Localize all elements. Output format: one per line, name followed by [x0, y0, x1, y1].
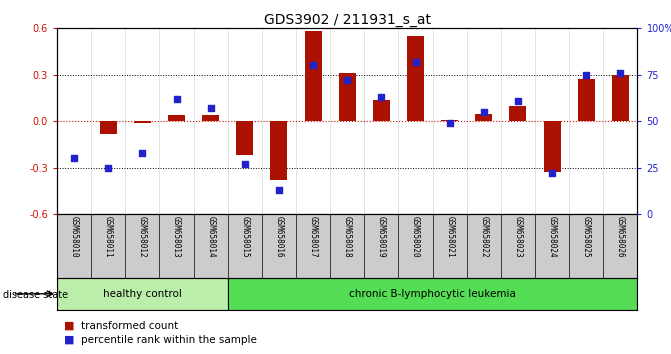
Bar	[202, 115, 219, 121]
Text: ■: ■	[64, 335, 74, 345]
Bar	[305, 32, 321, 121]
Point	[171, 96, 182, 102]
Bar	[612, 75, 629, 121]
Bar	[475, 114, 493, 121]
Point	[547, 171, 558, 176]
Text: GSM658013: GSM658013	[172, 216, 181, 258]
Point	[308, 63, 319, 68]
Text: GSM658020: GSM658020	[411, 216, 420, 258]
Text: ■: ■	[64, 321, 74, 331]
Text: GSM658015: GSM658015	[240, 216, 250, 258]
Point	[513, 98, 523, 104]
Bar	[100, 121, 117, 133]
Bar	[236, 121, 254, 155]
Text: GSM658022: GSM658022	[479, 216, 488, 258]
Text: GSM658017: GSM658017	[309, 216, 317, 258]
Text: GSM658025: GSM658025	[582, 216, 590, 258]
Point	[410, 59, 421, 65]
Bar	[441, 120, 458, 121]
Text: GSM658021: GSM658021	[445, 216, 454, 258]
Point	[240, 161, 250, 167]
Point	[615, 70, 626, 76]
Text: GSM658018: GSM658018	[343, 216, 352, 258]
Bar	[339, 73, 356, 121]
Point	[342, 78, 353, 83]
Text: disease state: disease state	[3, 290, 68, 299]
Text: GSM658010: GSM658010	[70, 216, 79, 258]
Title: GDS3902 / 211931_s_at: GDS3902 / 211931_s_at	[264, 13, 431, 27]
Point	[137, 150, 148, 156]
Bar	[270, 121, 287, 180]
Text: percentile rank within the sample: percentile rank within the sample	[81, 335, 256, 345]
Bar	[509, 106, 527, 121]
Point	[581, 72, 592, 78]
Point	[376, 94, 386, 100]
Text: GSM658024: GSM658024	[548, 216, 557, 258]
Text: GSM658026: GSM658026	[616, 216, 625, 258]
Bar	[227, 278, 637, 310]
Bar	[134, 121, 151, 123]
Bar	[168, 115, 185, 121]
Point	[205, 105, 216, 111]
Bar	[578, 79, 595, 121]
Bar	[544, 121, 561, 172]
Point	[103, 165, 113, 171]
Text: GSM658012: GSM658012	[138, 216, 147, 258]
Text: GSM658019: GSM658019	[377, 216, 386, 258]
Bar	[407, 36, 424, 121]
Point	[444, 120, 455, 126]
Point	[68, 156, 79, 161]
Text: GSM658023: GSM658023	[513, 216, 523, 258]
Text: GSM658016: GSM658016	[274, 216, 283, 258]
Text: GSM658014: GSM658014	[206, 216, 215, 258]
Text: GSM658011: GSM658011	[104, 216, 113, 258]
Point	[478, 109, 489, 115]
Text: chronic B-lymphocytic leukemia: chronic B-lymphocytic leukemia	[349, 289, 516, 299]
Text: transformed count: transformed count	[81, 321, 178, 331]
Bar	[373, 99, 390, 121]
Text: healthy control: healthy control	[103, 289, 182, 299]
Bar	[57, 278, 227, 310]
Point	[274, 187, 285, 193]
